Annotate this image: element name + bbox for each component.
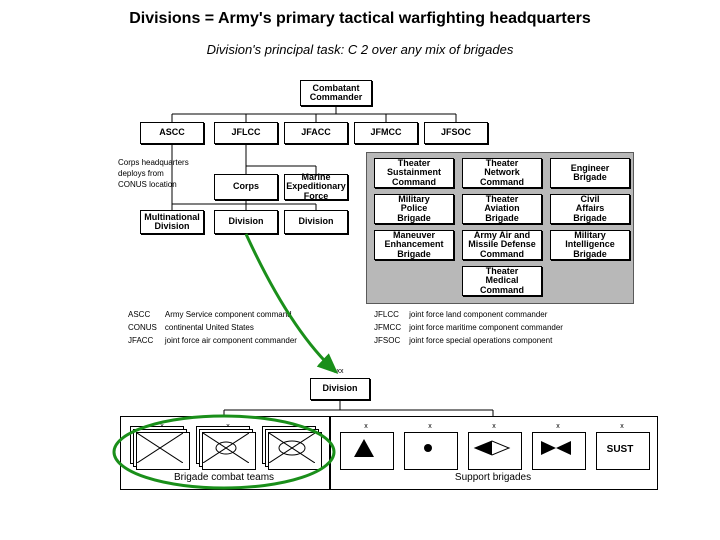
box-military-police-brigade: MilitaryPoliceBrigade	[374, 194, 454, 224]
box-jfsoc: JFSOC	[424, 122, 488, 144]
legend-right: JFLCCjoint force land component commande…	[372, 308, 571, 348]
box-corps: Corps	[214, 174, 278, 200]
echelon-marker: x	[404, 423, 456, 430]
box-division-1: Division	[214, 210, 278, 234]
box-civil-affairs-brigade: CivilAffairsBrigade	[550, 194, 630, 224]
box-army-air-and-missile-defense-command: Army Air andMissile DefenseCommand	[462, 230, 542, 260]
echelon-marker: x	[340, 423, 392, 430]
box-military-intelligence-brigade: MilitaryIntelligenceBrigade	[550, 230, 630, 260]
page-title: Divisions = Army's primary tactical warf…	[0, 10, 720, 28]
page: { "title": { "text": "Divisions = Army's…	[0, 0, 720, 540]
unit-maneuver-symbol	[532, 432, 586, 470]
echelon-marker: x	[596, 423, 648, 430]
unit-mech-symbol	[202, 432, 256, 470]
note-corps-hq: Corps headquartersdeploys fromCONUS loca…	[118, 158, 208, 190]
box-division-lower: Division	[310, 378, 370, 400]
box-marine-expeditionary-force: MarineExpeditionaryForce	[284, 174, 348, 200]
page-subtitle: Division's principal task: C 2 over any …	[0, 42, 720, 57]
box-theater-sustainment-command: TheaterSustainmentCommand	[374, 158, 454, 188]
svg-text:SUST: SUST	[607, 444, 634, 455]
box-division-2: Division	[284, 210, 348, 234]
echelon-marker: xx	[310, 368, 370, 375]
box-theater-aviation-brigade: TheaterAviationBrigade	[462, 194, 542, 224]
box-maneuver-enhancement-brigade: ManeuverEnhancementBrigade	[374, 230, 454, 260]
unit-infantry-symbol	[136, 432, 190, 470]
unit-aviation-symbol	[468, 432, 522, 470]
box-theater-network-command: TheaterNetworkCommand	[462, 158, 542, 188]
box-ascc: ASCC	[140, 122, 204, 144]
unit-sust-symbol: SUST	[596, 432, 650, 470]
unit-armor-symbol	[268, 432, 322, 470]
box-multinational-division-0: MultinationalDivision	[140, 210, 204, 234]
box-jflcc: JFLCC	[214, 122, 278, 144]
echelon-marker: x	[468, 423, 520, 430]
box-theater-medical-command: TheaterMedicalCommand	[462, 266, 542, 296]
echelon-marker: x	[532, 423, 584, 430]
box-jfacc: JFACC	[284, 122, 348, 144]
box-combatant-commander: CombatantCommander	[300, 80, 372, 106]
unit-fires-symbol	[340, 432, 394, 470]
box-jfmcc: JFMCC	[354, 122, 418, 144]
legend-left: ASCCArmy Service component commandCONUSc…	[126, 308, 305, 348]
caption-support: Support brigades	[330, 472, 656, 483]
unit-recon-symbol	[404, 432, 458, 470]
caption-bct: Brigade combat teams	[120, 472, 328, 483]
box-engineer-brigade: EngineerBrigade	[550, 158, 630, 188]
